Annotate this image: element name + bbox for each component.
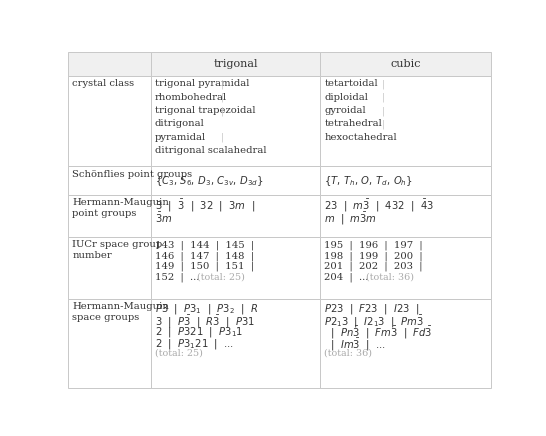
Text: $3$  |  $\bar{3}$  |  $32$  |  $3m$  |: $3$ | $\bar{3}$ | $32$ | $3m$ | — [155, 198, 255, 215]
Text: 149  |  150  |  151  |: 149 | 150 | 151 | — [155, 262, 254, 271]
Text: |: | — [221, 106, 224, 116]
Text: $\bar{3}m$: $\bar{3}m$ — [155, 211, 173, 225]
Text: $m$  |  $m\bar{3}m$: $m$ | $m\bar{3}m$ — [324, 211, 377, 227]
Bar — [68, 52, 151, 76]
Text: $P2_13$  |  $I2_13$  |  $Pm\bar{3}$: $P2_13$ | $I2_13$ | $Pm\bar{3}$ — [324, 314, 424, 330]
Text: |: | — [221, 92, 224, 102]
Text: ditrigonal: ditrigonal — [155, 119, 205, 129]
Text: trigonal trapezoidal: trigonal trapezoidal — [155, 106, 256, 115]
Bar — [68, 195, 151, 237]
Bar — [151, 76, 320, 167]
Text: |: | — [381, 92, 384, 102]
Bar — [320, 76, 491, 167]
Bar — [151, 52, 320, 76]
Text: (total: 25): (total: 25) — [191, 272, 245, 282]
Text: $P3$  |  $P3_1$  |  $P3_2$  |  $R$: $P3$ | $P3_1$ | $P3_2$ | $R$ — [155, 303, 258, 317]
Text: 143  |  144  |  145  |: 143 | 144 | 145 | — [155, 240, 254, 250]
Text: $\{C_3,\, S_6,\, D_3,\, C_{3v},\, D_{3d}\}$: $\{C_3,\, S_6,\, D_3,\, C_{3v},\, D_{3d}… — [155, 174, 264, 187]
Text: 195  |  196  |  197  |: 195 | 196 | 197 | — [324, 240, 423, 250]
Bar — [68, 299, 151, 388]
Text: |: | — [381, 79, 384, 89]
Text: $P23$  |  $F23$  |  $I23$  |: $P23$ | $F23$ | $I23$ | — [324, 303, 420, 317]
Text: Schönflies point groups: Schönflies point groups — [73, 170, 193, 179]
Bar — [320, 52, 491, 76]
Bar — [320, 237, 491, 299]
Text: $2$  |  $P3_121$  |  ...: $2$ | $P3_121$ | ... — [155, 337, 234, 351]
Bar — [68, 237, 151, 299]
Bar — [151, 167, 320, 195]
Text: $3$  |  $P\bar{3}$  |  $R\bar{3}$  |  $P31$: $3$ | $P\bar{3}$ | $R\bar{3}$ | $P31$ — [155, 314, 255, 330]
Text: |: | — [221, 133, 224, 143]
Text: Hermann-Mauguin
space groups: Hermann-Mauguin space groups — [73, 303, 169, 322]
Text: Hermann-Mauguin
point groups: Hermann-Mauguin point groups — [73, 198, 169, 218]
Bar — [68, 76, 151, 167]
Text: gyroidal: gyroidal — [324, 106, 366, 115]
Text: (total: 25): (total: 25) — [155, 348, 203, 357]
Text: trigonal pyramidal: trigonal pyramidal — [155, 79, 250, 88]
Text: rhombohedral: rhombohedral — [155, 92, 227, 102]
Text: hexoctahedral: hexoctahedral — [324, 133, 397, 142]
Text: (total: 36): (total: 36) — [360, 272, 414, 282]
Text: 204  |  ...: 204 | ... — [324, 272, 369, 282]
Bar — [151, 195, 320, 237]
Text: trigonal: trigonal — [213, 59, 258, 69]
Text: |: | — [381, 106, 384, 116]
Text: $2$  |  $P321$  |  $P3_11$: $2$ | $P321$ | $P3_11$ — [155, 325, 244, 339]
Bar — [151, 237, 320, 299]
Text: pyramidal: pyramidal — [155, 133, 206, 142]
Text: ditrigonal scalahedral: ditrigonal scalahedral — [155, 146, 266, 155]
Text: (total: 36): (total: 36) — [324, 348, 372, 357]
Bar — [151, 299, 320, 388]
Text: tetartoidal: tetartoidal — [324, 79, 378, 88]
Bar — [68, 167, 151, 195]
Text: |  $Pn\bar{3}$  |  $Fm\bar{3}$  |  $Fd\bar{3}$: | $Pn\bar{3}$ | $Fm\bar{3}$ | $Fd\bar{3}… — [324, 325, 433, 341]
Text: 201  |  202  |  203  |: 201 | 202 | 203 | — [324, 262, 423, 271]
Text: cubic: cubic — [390, 59, 421, 69]
Bar — [320, 299, 491, 388]
Text: $23$  |  $m\bar{3}$  |  $432$  |  $\bar{4}3$: $23$ | $m\bar{3}$ | $432$ | $\bar{4}3$ — [324, 198, 434, 215]
Text: |: | — [381, 119, 384, 129]
Text: |  $Im\bar{3}$  |  ...: | $Im\bar{3}$ | ... — [324, 337, 386, 353]
Text: IUCr space group
number: IUCr space group number — [73, 240, 163, 260]
Bar — [320, 167, 491, 195]
Text: crystal class: crystal class — [73, 79, 135, 88]
Text: 198  |  199  |  200  |: 198 | 199 | 200 | — [324, 251, 423, 261]
Text: 152  |  ...: 152 | ... — [155, 272, 199, 282]
Text: diploidal: diploidal — [324, 92, 368, 102]
Text: |: | — [221, 79, 224, 89]
Bar — [320, 195, 491, 237]
Text: tetrahedral: tetrahedral — [324, 119, 382, 129]
Text: $\{T,\, T_h,\, O,\, T_d,\, O_h\}$: $\{T,\, T_h,\, O,\, T_d,\, O_h\}$ — [324, 174, 413, 187]
Text: 146  |  147  |  148  |: 146 | 147 | 148 | — [155, 251, 254, 261]
